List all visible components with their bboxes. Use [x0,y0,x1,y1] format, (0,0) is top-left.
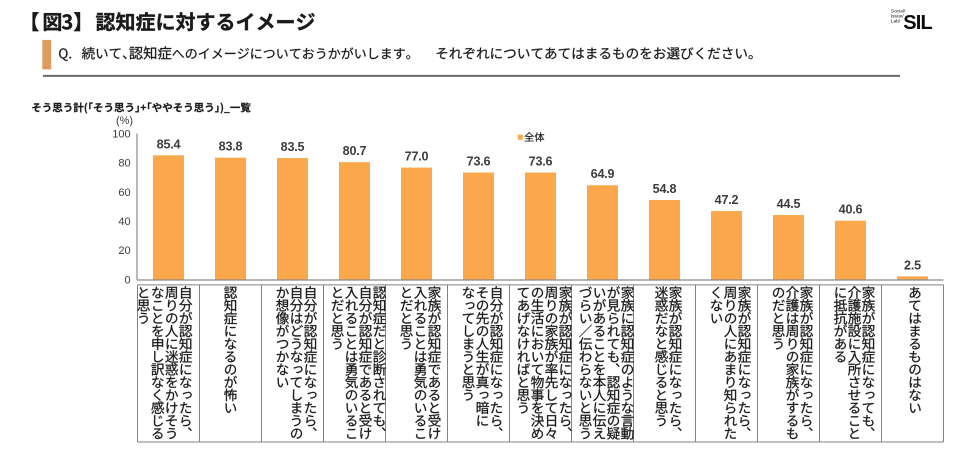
svg-text:40: 40 [118,216,130,228]
svg-text:80: 80 [118,158,130,170]
svg-text:44.5: 44.5 [777,197,801,211]
svg-text:20: 20 [118,245,130,257]
svg-text:Social/: Social/ [891,9,906,15]
svg-text:100: 100 [112,128,130,140]
svg-text:77.0: 77.0 [405,150,429,164]
svg-text:85.4: 85.4 [157,137,181,151]
svg-text:2.5: 2.5 [904,258,921,272]
svg-text:54.8: 54.8 [653,182,677,196]
svg-text:Issue/: Issue/ [891,14,904,20]
svg-text:60: 60 [118,187,130,199]
svg-text:SIL: SIL [903,12,932,34]
svg-text:73.6: 73.6 [467,155,491,169]
svg-text:(%): (%) [116,115,133,127]
svg-text:47.2: 47.2 [715,193,739,207]
svg-text:80.7: 80.7 [343,144,367,158]
svg-text:73.6: 73.6 [529,155,553,169]
svg-text:0: 0 [124,274,130,286]
svg-text:83.5: 83.5 [281,140,305,154]
svg-text:83.8: 83.8 [219,140,243,154]
svg-text:40.6: 40.6 [839,203,863,217]
svg-text:64.9: 64.9 [591,167,615,181]
svg-text:Lab/: Lab/ [891,19,901,25]
